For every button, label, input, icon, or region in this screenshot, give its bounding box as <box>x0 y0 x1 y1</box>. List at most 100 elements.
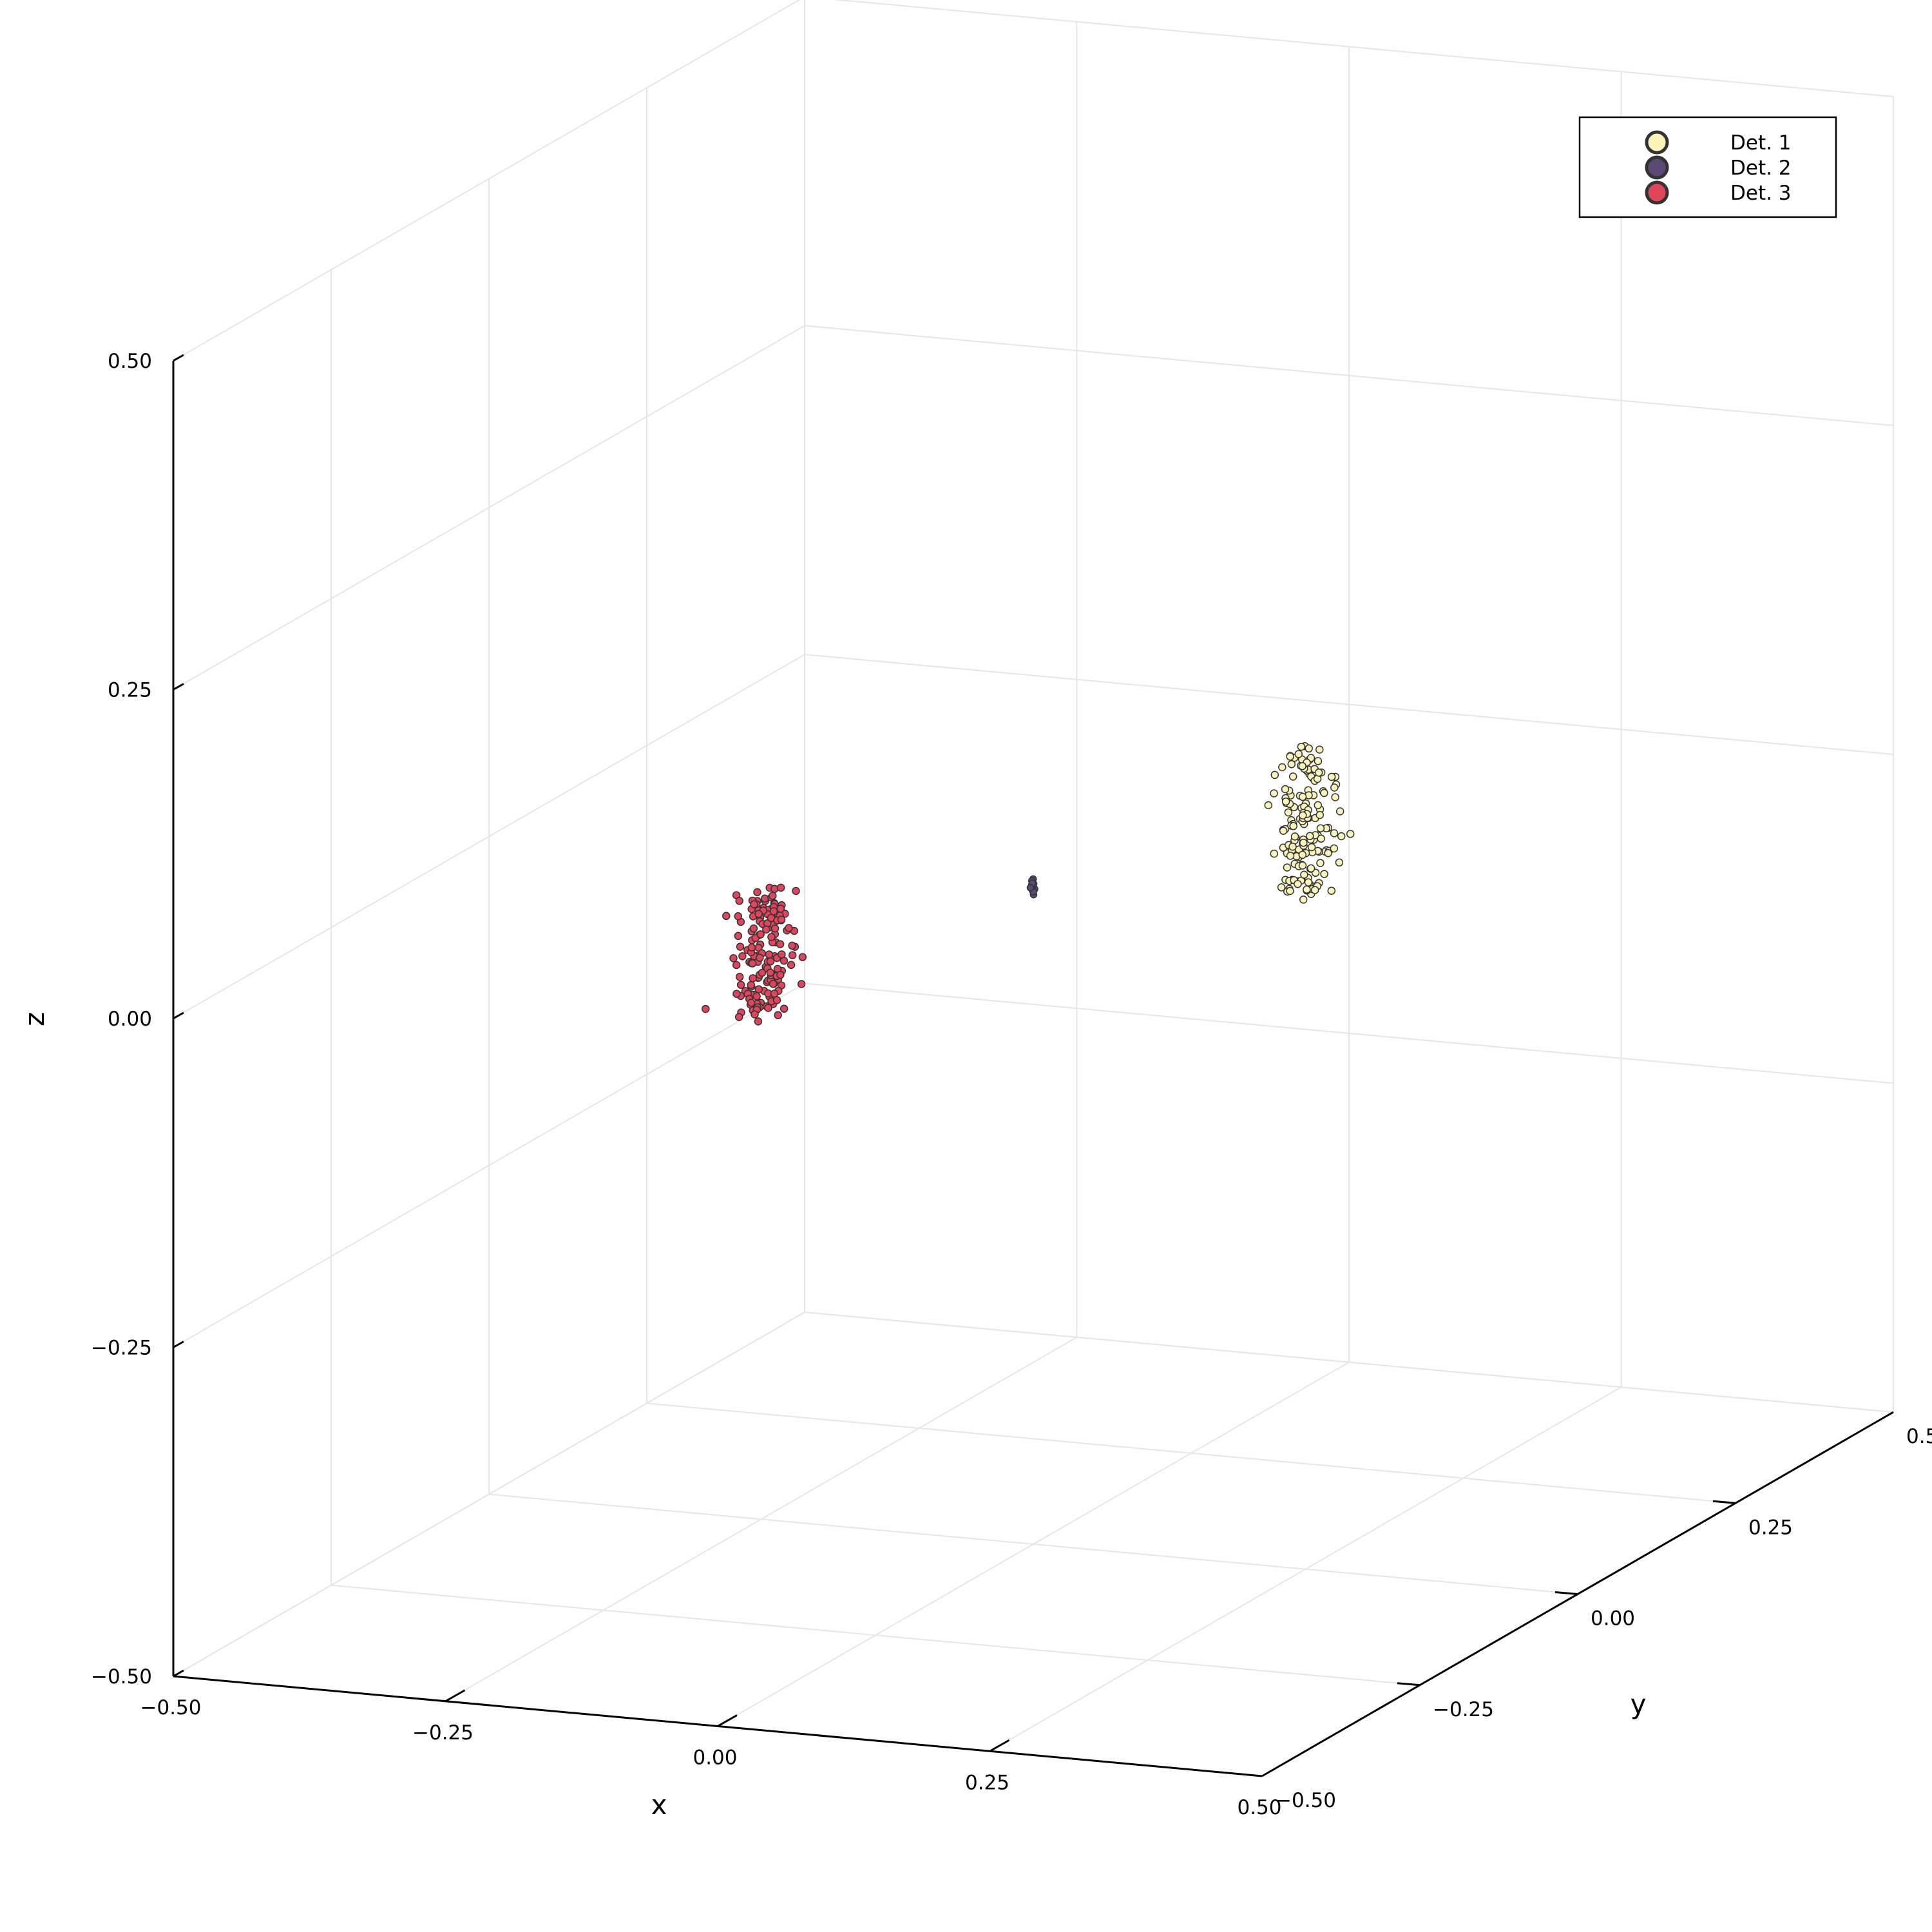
data-point <box>738 952 747 961</box>
gridline-wall-left-z <box>173 0 801 361</box>
z-axis-tick <box>173 354 184 362</box>
data-point <box>747 980 756 990</box>
data-point <box>747 999 756 1007</box>
data-point <box>1288 772 1297 781</box>
legend-box <box>1578 116 1837 218</box>
data-point <box>1270 849 1279 858</box>
data-point <box>761 894 769 903</box>
x-tick-label: 0.25 <box>965 1771 1009 1794</box>
data-point <box>1331 793 1339 801</box>
z-tick-label: −0.25 <box>91 1337 152 1360</box>
data-point <box>1303 885 1311 894</box>
gridline-wall-left-z <box>173 654 805 1019</box>
data-point <box>765 950 774 959</box>
axis-layer: −0.50 −0.50 −0.50 −0.25 −0.25 −0.25 0.00 0.00 0.… <box>19 350 1932 1821</box>
data-point <box>758 968 767 977</box>
z-tick-label: 0.00 <box>108 1008 152 1031</box>
z-tick-label: 0.25 <box>108 679 152 702</box>
data-point <box>1327 772 1336 781</box>
data-point <box>767 933 776 941</box>
data-point <box>1289 822 1297 830</box>
data-point <box>751 1010 759 1019</box>
data-point <box>1310 886 1319 894</box>
data-point <box>766 957 775 966</box>
data-point <box>762 925 770 934</box>
legend-label-det-2: Det. 2 <box>1730 157 1792 180</box>
series-3-points <box>702 883 807 1026</box>
y-tick-label: 0.25 <box>1748 1516 1793 1539</box>
data-point <box>772 996 781 1004</box>
series-1-points <box>1264 741 1355 904</box>
y-tick-label: −0.25 <box>1433 1698 1494 1721</box>
data-point <box>776 940 785 948</box>
data-point <box>1327 886 1336 895</box>
data-point <box>776 904 785 913</box>
data-point <box>1286 852 1295 860</box>
data-point <box>1316 824 1325 833</box>
data-point <box>1281 797 1290 806</box>
data-point <box>1306 864 1315 873</box>
data-point <box>787 961 796 970</box>
data-point <box>1330 844 1339 853</box>
data-point <box>756 953 764 962</box>
data-point <box>1335 858 1344 867</box>
data-point <box>754 910 763 918</box>
data-point <box>785 924 793 932</box>
gridline-wall-back-z <box>804 654 1894 755</box>
legend-label-det-1: Det. 1 <box>1730 131 1792 155</box>
legend-marker-det-1 <box>1645 130 1669 155</box>
gridline-floor-x <box>990 1386 1621 1752</box>
data-point <box>1298 792 1307 801</box>
data-point <box>1299 811 1307 819</box>
data-point <box>749 974 757 982</box>
data-point <box>756 930 765 939</box>
y-axis-tick <box>1712 1500 1736 1504</box>
data-point <box>1306 832 1314 841</box>
data-point <box>770 924 779 933</box>
x-tick-label: 0.00 <box>693 1746 737 1770</box>
data-point <box>754 985 763 993</box>
data-point <box>776 883 785 892</box>
data-point <box>753 888 761 897</box>
data-point <box>1299 895 1308 904</box>
x-axis-tick <box>717 1714 738 1727</box>
data-point <box>1288 843 1297 851</box>
data-point <box>1286 752 1294 761</box>
data-point <box>1300 870 1308 879</box>
gridline-floor-y <box>646 1402 1736 1504</box>
data-point <box>1320 789 1328 798</box>
x-axis-title: x <box>651 1789 667 1821</box>
data-point <box>735 973 744 981</box>
x-tick-label: −0.50 <box>140 1696 202 1719</box>
data-point <box>1279 827 1288 835</box>
grid-layer <box>173 0 1894 1777</box>
y-axis-title: y <box>1631 1688 1647 1720</box>
data-point <box>734 1013 743 1021</box>
y-tick-label: 0.50 <box>1906 1425 1932 1448</box>
data-point <box>732 961 741 970</box>
z-axis-tick <box>173 683 184 691</box>
data-point <box>1297 742 1306 751</box>
legend-label-det-3: Det. 3 <box>1730 182 1792 205</box>
data-point <box>729 954 738 962</box>
data-point <box>1324 849 1332 857</box>
data-point <box>1346 830 1355 838</box>
data-point <box>1286 886 1294 895</box>
data-point <box>770 990 779 998</box>
data-point <box>1314 757 1323 765</box>
data-point <box>1287 760 1296 769</box>
data-point <box>797 980 806 988</box>
z-tick-label: 0.50 <box>108 350 152 373</box>
data-point <box>748 959 757 968</box>
data-point <box>1290 832 1299 841</box>
data-point <box>1298 861 1307 870</box>
data-point <box>1335 807 1344 816</box>
data-point <box>1298 761 1306 770</box>
data-point <box>1299 838 1308 847</box>
z-axis-tick <box>173 1011 184 1020</box>
data-point <box>1270 770 1279 779</box>
data-point <box>774 1011 782 1020</box>
data-point <box>1026 884 1035 892</box>
gridline-wall-left-z <box>173 325 805 691</box>
data-point <box>1278 763 1286 772</box>
